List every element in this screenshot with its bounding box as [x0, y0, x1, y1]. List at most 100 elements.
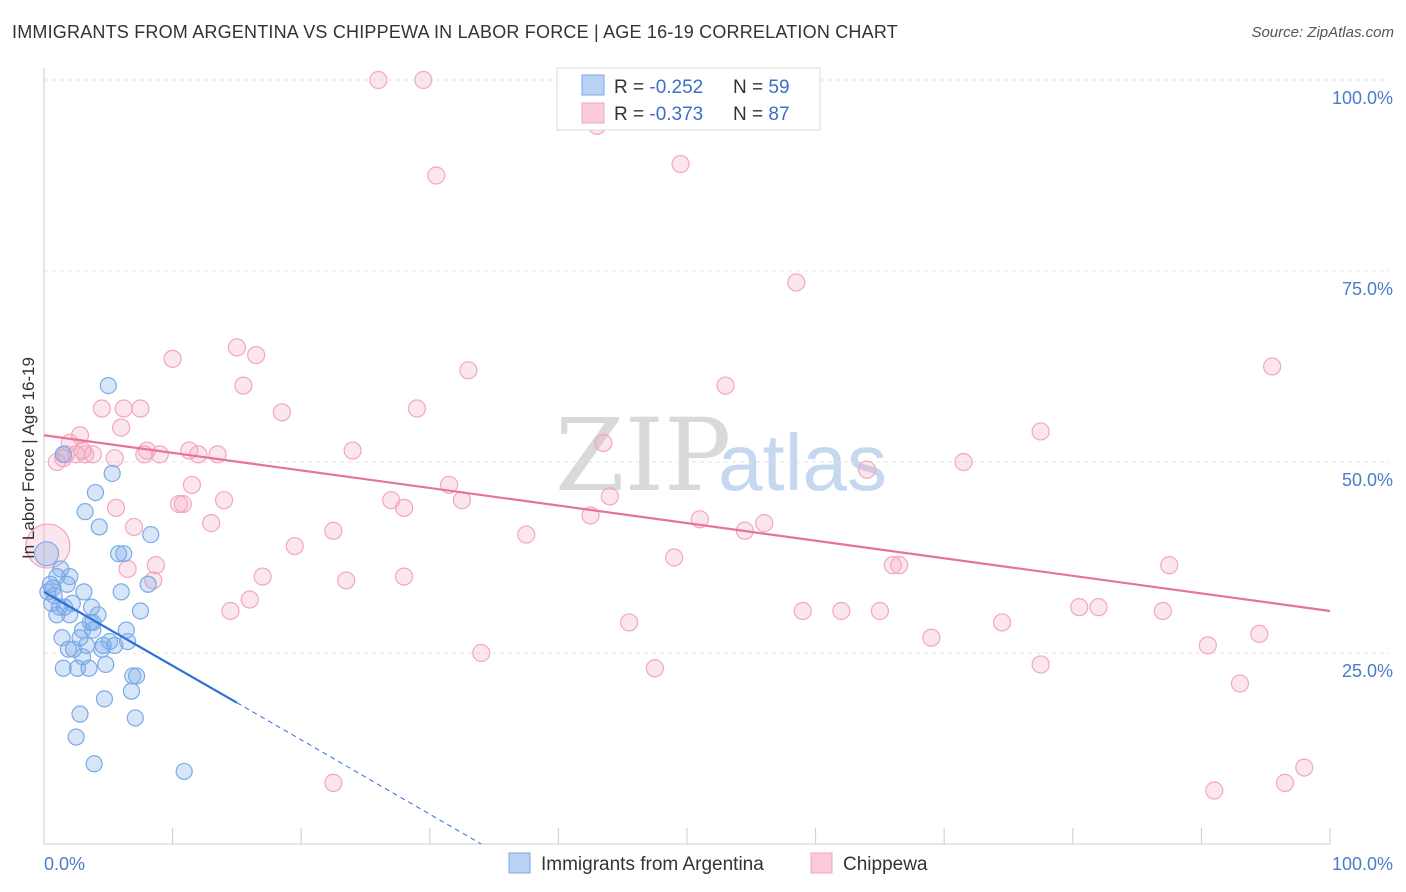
point-argentina	[124, 667, 142, 685]
point-chippewa	[600, 487, 619, 506]
trend-lines	[43, 434, 1331, 845]
legend-n-label-2: N =	[733, 104, 768, 125]
point-chippewa	[472, 643, 491, 663]
point-chippewa	[106, 498, 126, 517]
point-chippewa	[1031, 655, 1050, 674]
point-argentina	[112, 583, 130, 601]
point-chippewa	[272, 403, 292, 422]
point-chippewa	[221, 601, 240, 621]
point-chippewa	[173, 494, 192, 514]
svg-text:N = 59: N = 59	[733, 77, 790, 98]
point-chippewa	[25, 523, 71, 569]
point-argentina	[67, 728, 85, 746]
watermark-zip: ZIP	[555, 397, 731, 514]
point-chippewa	[247, 345, 266, 365]
point-chippewa	[324, 773, 343, 792]
legend-r-label-1: R =	[614, 77, 649, 98]
point-chippewa	[665, 548, 684, 567]
point-argentina	[33, 541, 60, 567]
correlation-legend: R = -0.252 N = 59 R = -0.373 N = 87	[556, 67, 821, 131]
point-chippewa	[1160, 556, 1179, 575]
point-chippewa	[227, 338, 246, 357]
y-tick-label: 75.0%	[1342, 279, 1393, 299]
x-tick-label: 0.0%	[44, 854, 85, 874]
point-chippewa	[240, 590, 259, 609]
legend-r-label-2: R =	[614, 104, 649, 125]
point-chippewa	[214, 491, 234, 510]
point-chippewa	[394, 567, 414, 586]
point-chippewa	[954, 452, 973, 472]
point-chippewa	[1295, 758, 1314, 777]
point-argentina	[131, 602, 150, 620]
legend-n-label-1: N =	[733, 77, 768, 98]
point-argentina	[80, 659, 98, 677]
point-chippewa	[253, 567, 272, 586]
point-argentina	[99, 377, 117, 395]
y-tick-labels: 25.0% 50.0% 75.0% 100.0%	[1332, 88, 1393, 681]
point-chippewa	[1153, 601, 1172, 621]
svg-text:N = 87: N = 87	[733, 104, 790, 125]
point-chippewa	[105, 449, 124, 468]
point-chippewa	[163, 349, 182, 368]
y-tick-label: 50.0%	[1342, 470, 1393, 490]
point-chippewa	[1230, 674, 1250, 693]
point-chippewa	[671, 154, 690, 174]
legend-swatch-chippewa	[581, 102, 605, 124]
point-chippewa	[189, 445, 208, 464]
point-chippewa	[1250, 624, 1269, 644]
point-argentina	[139, 575, 157, 593]
point-argentina	[95, 690, 114, 708]
point-chippewa	[324, 521, 343, 540]
point-chippewa	[343, 441, 362, 460]
gridlines	[44, 79, 1390, 654]
point-chippewa	[459, 361, 478, 380]
bottom-legend-swatch-argentina	[508, 852, 531, 874]
point-argentina	[61, 567, 79, 586]
point-chippewa	[793, 601, 812, 621]
point-argentina	[90, 518, 108, 536]
point-chippewa	[1263, 357, 1282, 376]
point-chippewa	[337, 571, 356, 590]
point-chippewa	[645, 659, 664, 678]
point-chippewa	[150, 445, 169, 464]
bottom-legend-swatch-chippewa	[810, 852, 833, 874]
svg-text:R = -0.252: R = -0.252	[614, 77, 703, 98]
point-chippewa	[112, 418, 131, 437]
bottom-legend: Immigrants from Argentina Chippewa	[508, 852, 928, 875]
y-tick-label: 100.0%	[1332, 88, 1393, 108]
point-argentina	[109, 545, 128, 563]
point-chippewa	[76, 445, 95, 464]
point-chippewa	[146, 556, 165, 575]
point-argentina	[71, 705, 89, 723]
legend-n-value-2: 87	[768, 104, 789, 125]
point-argentina	[54, 445, 72, 463]
point-argentina	[142, 525, 160, 544]
trend-line-chippewa	[43, 434, 1331, 613]
point-chippewa	[202, 514, 221, 533]
point-chippewa	[131, 399, 150, 418]
legend-r-value-2: -0.373	[649, 104, 703, 125]
point-chippewa	[169, 494, 189, 514]
point-chippewa	[124, 517, 144, 537]
bottom-legend-argentina: Immigrants from Argentina	[541, 854, 764, 875]
point-chippewa	[369, 70, 388, 90]
point-argentina	[103, 464, 121, 483]
point-argentina	[75, 583, 93, 601]
point-argentina	[59, 640, 78, 658]
point-argentina	[85, 755, 103, 773]
chart-title: IMMIGRANTS FROM ARGENTINA VS CHIPPEWA IN…	[12, 22, 898, 42]
point-chippewa	[118, 559, 137, 579]
point-chippewa	[1275, 773, 1295, 792]
point-argentina	[115, 545, 133, 563]
legend-swatch-argentina	[581, 74, 605, 96]
source-label: Source: ZipAtlas.com	[1251, 24, 1394, 41]
point-chippewa	[394, 498, 414, 517]
trend-line-argentina-extension	[236, 702, 482, 845]
point-chippewa	[922, 628, 941, 647]
point-chippewa	[620, 613, 639, 632]
svg-text:R = -0.373: R = -0.373	[614, 104, 703, 125]
point-argentina	[76, 503, 94, 521]
series-chippewa	[25, 70, 1314, 800]
watermark-atlas: atlas	[718, 418, 887, 507]
